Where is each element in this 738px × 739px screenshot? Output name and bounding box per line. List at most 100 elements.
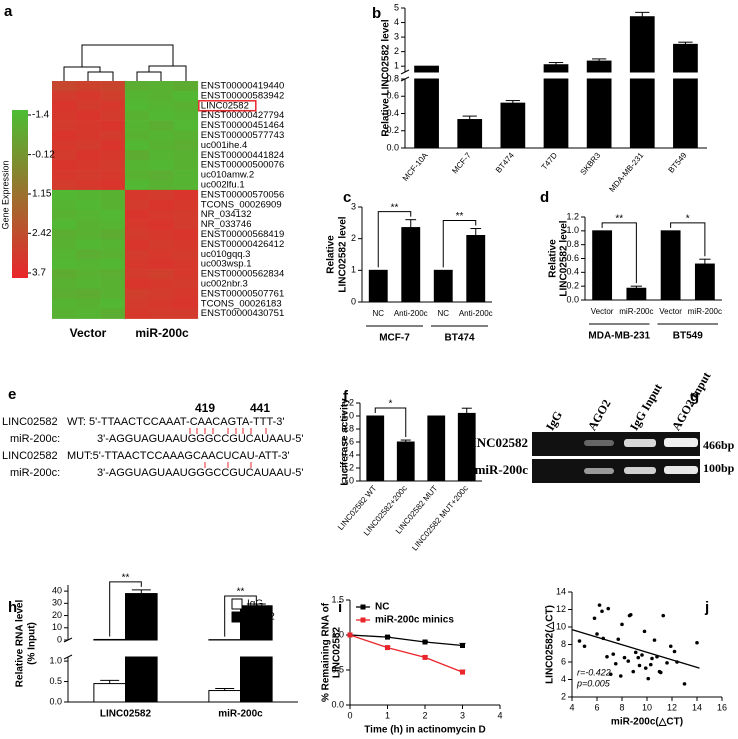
gene-label: ENST00000562834 xyxy=(201,269,284,280)
bar xyxy=(457,119,483,149)
bar xyxy=(466,235,486,303)
significance-label: ** xyxy=(615,213,623,224)
y-tick-label: 0.5 xyxy=(49,676,62,686)
gene-label: ENST00000570056 xyxy=(201,189,284,200)
data-point xyxy=(652,638,657,642)
data-point xyxy=(347,632,353,638)
sequence-name: miR-200c: xyxy=(10,467,60,479)
x-tick-label: LINC02582 MUT+200c xyxy=(410,484,470,553)
x-tick-label: NC xyxy=(437,309,449,318)
heatmap-cell xyxy=(76,209,101,220)
panel-letter: f xyxy=(343,388,349,405)
heatmap-cell xyxy=(173,189,199,201)
significance-label: ** xyxy=(456,211,464,222)
heatmap-cell xyxy=(124,259,150,270)
heatmap-cell xyxy=(52,308,77,319)
heatmap-cell xyxy=(173,279,199,290)
bar xyxy=(414,65,439,73)
x-tick-label: T47D xyxy=(540,151,560,172)
gene-label: TCONS_00026909 xyxy=(201,199,282,210)
data-point xyxy=(422,654,428,660)
data-point xyxy=(620,622,624,627)
gene-label: NR_034132 xyxy=(201,209,252,220)
x-tick-label: 0 xyxy=(347,710,352,720)
panel-letter: b xyxy=(372,5,381,22)
significance-label: * xyxy=(389,399,393,410)
heatmap-cell xyxy=(124,130,150,141)
heatmap-cell xyxy=(52,170,77,181)
x-tick-label: Vector xyxy=(591,307,614,316)
gene-label: ENST00000419440 xyxy=(201,80,284,91)
data-point xyxy=(611,652,616,656)
gene-label: TCONS_00026183 xyxy=(201,298,282,309)
heatmap-cell xyxy=(76,160,101,171)
y-tick-label: 14 xyxy=(556,586,566,596)
gene-label: ENST00000426412 xyxy=(201,239,284,250)
group-label: MDA-MB-231 xyxy=(588,331,650,342)
panel-letter: i xyxy=(338,599,342,616)
significance-label: ** xyxy=(237,587,245,598)
dendrogram xyxy=(63,44,187,81)
heatmap-cell xyxy=(52,180,77,191)
heatmap-cell xyxy=(76,189,101,201)
heatmap-cell xyxy=(149,308,174,319)
data-point xyxy=(631,669,636,674)
y-tick-label: 1.0 xyxy=(341,410,354,420)
y-tick-label: 1.0 xyxy=(331,629,344,639)
bar xyxy=(125,593,158,641)
significance-bracket xyxy=(670,222,706,257)
heatmap-cell xyxy=(124,110,150,121)
x-axis-label: Time (h) in actinomycin D xyxy=(364,725,486,736)
x-tick-label: 1 xyxy=(385,710,390,720)
heatmap-cell xyxy=(100,279,126,290)
heatmap-cell xyxy=(173,140,199,151)
heatmap-cell xyxy=(124,298,150,309)
x-axis-label: miR-200c(△CT) xyxy=(611,717,683,728)
y-tick-label: 40 xyxy=(52,585,62,595)
heatmap-cell xyxy=(76,100,101,111)
bar xyxy=(208,690,241,703)
colorbar-tick-label: 3.7 xyxy=(32,268,46,279)
data-point xyxy=(672,649,677,654)
data-point xyxy=(665,661,669,665)
heatmap-cell xyxy=(76,288,101,300)
colorbar-label: Gene Expression xyxy=(0,160,10,229)
y-axis-label: Luciferase activity xyxy=(340,398,351,486)
y-tick-label: 12 xyxy=(556,604,566,614)
bar xyxy=(629,78,655,149)
y-tick-label: 0.5 xyxy=(331,664,344,674)
series-line xyxy=(349,634,463,647)
y-tick-label: 1.0 xyxy=(49,655,62,665)
x-tick-label: Anti-200c xyxy=(394,309,428,318)
heatmap-cell xyxy=(52,259,77,270)
heatmap-cell xyxy=(149,160,174,171)
gene-label: ENST00000451464 xyxy=(201,120,284,131)
axis-break xyxy=(63,654,73,660)
data-point xyxy=(622,655,627,660)
y-tick-label: 5 xyxy=(394,2,399,12)
heatmap-cell xyxy=(173,120,199,131)
sequence-name: LINC02582 xyxy=(2,450,58,462)
heatmap-cell xyxy=(173,298,199,309)
data-point xyxy=(613,661,618,666)
x-tick-label: MCF-10A xyxy=(401,150,430,183)
heatmap-cell xyxy=(173,110,199,121)
heatmap-cell xyxy=(100,229,126,240)
heatmap-cell xyxy=(173,249,199,260)
column-label: Vector xyxy=(70,326,107,340)
sequence-name: miR-200c: xyxy=(10,433,60,445)
bar xyxy=(433,269,453,303)
data-point xyxy=(597,603,602,607)
heatmap-cell xyxy=(124,199,150,210)
legend-label: AGO2 xyxy=(247,612,275,623)
heatmap-cell xyxy=(52,81,77,92)
data-point xyxy=(695,640,699,645)
gene-label: uc010gqq.3 xyxy=(201,249,251,260)
data-point xyxy=(385,634,390,640)
heatmap-cell xyxy=(149,100,174,111)
group-label: BT474 xyxy=(444,333,474,344)
heatmap-cell xyxy=(100,269,126,280)
heatmap-cell xyxy=(76,249,101,260)
data-point xyxy=(606,606,611,611)
heatmap-cell xyxy=(52,189,77,201)
